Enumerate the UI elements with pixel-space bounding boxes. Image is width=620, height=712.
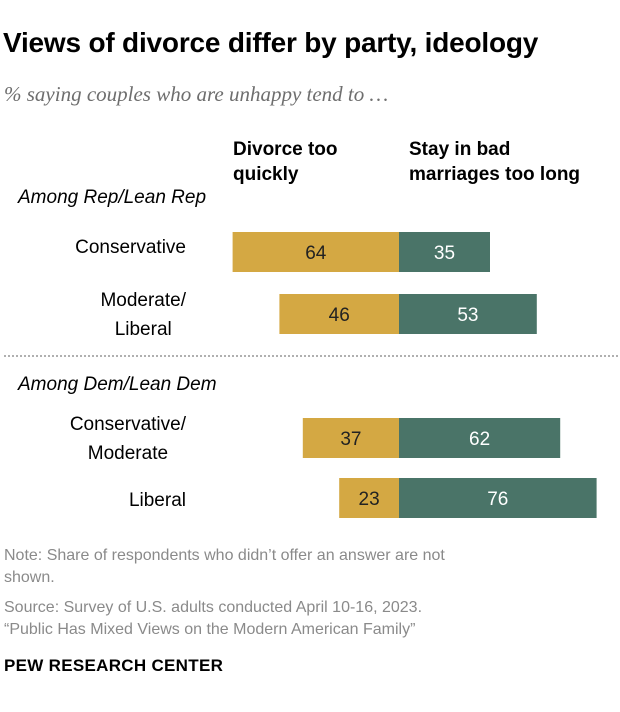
note-line-1: Note: Share of respondents who didn’t of… <box>4 547 445 564</box>
category-label-dem-conservative-moderate: Conservative/ Moderate <box>70 410 186 468</box>
source-line-1: Source: Survey of U.S. adults conducted … <box>4 599 423 616</box>
value-label-divorce: 37 <box>340 429 361 450</box>
pew-logo: PEW RESEARCH CENTER <box>4 656 224 675</box>
value-label-stay: 62 <box>469 429 490 450</box>
value-label-stay: 35 <box>434 243 455 264</box>
value-label-divorce: 46 <box>329 305 350 326</box>
column-header-divorce-line-2: quickly <box>233 164 299 185</box>
chart-subtitle: % saying couples who are unhappy tend to… <box>4 82 389 106</box>
note-text: Note: Share of respondents who didn’t of… <box>4 545 445 589</box>
page-title: Views of divorce differ by party, ideolo… <box>3 27 539 58</box>
bar-divorce-0-conservative <box>232 232 399 272</box>
category-label-line: Moderate <box>87 443 169 464</box>
category-label-line: Moderate/ <box>100 290 186 311</box>
value-label-divorce: 64 <box>305 243 327 264</box>
category-label-rep-conservative: Conservative <box>75 233 186 262</box>
column-header-stay-line-1: Stay in bad <box>409 139 511 160</box>
bar-stay-1-liberal <box>399 478 597 518</box>
bar-divorce-0-moderate-liberal <box>279 294 399 334</box>
value-label-stay: 53 <box>457 305 478 326</box>
bar-divorce-1-conservative-moderate <box>302 418 399 458</box>
category-label-line: Conservative <box>75 237 186 258</box>
bar-stay-1-conservative-moderate <box>399 418 561 458</box>
category-label-line: Liberal <box>114 319 172 340</box>
category-label-rep-moderate-liberal: Moderate/ Liberal <box>100 286 186 344</box>
column-header-divorce-line-1: Divorce too <box>233 139 338 160</box>
source-line-2: “Public Has Mixed Views on the Modern Am… <box>4 621 416 638</box>
group-divider <box>4 355 618 357</box>
source-text: Source: Survey of U.S. adults conducted … <box>4 597 422 641</box>
column-header-stay-line-2: marriages too long <box>409 164 581 185</box>
column-header-divorce: Divorce too quickly <box>233 137 338 187</box>
bar-stay-0-moderate-liberal <box>399 294 537 334</box>
value-label-divorce: 23 <box>359 489 380 510</box>
group-label-rep: Among Rep/Lean Rep <box>18 187 207 208</box>
value-label-stay: 76 <box>487 489 508 510</box>
bar-stay-0-conservative <box>399 232 490 272</box>
group-label-dem: Among Dem/Lean Dem <box>18 374 217 395</box>
category-label-line: Liberal <box>128 490 186 511</box>
note-line-2: shown. <box>4 569 55 586</box>
column-header-stay: Stay in bad marriages too long <box>409 137 580 187</box>
bar-divorce-1-liberal <box>339 478 399 518</box>
category-label-line: Conservative/ <box>69 414 186 435</box>
category-label-dem-liberal: Liberal <box>129 486 186 515</box>
